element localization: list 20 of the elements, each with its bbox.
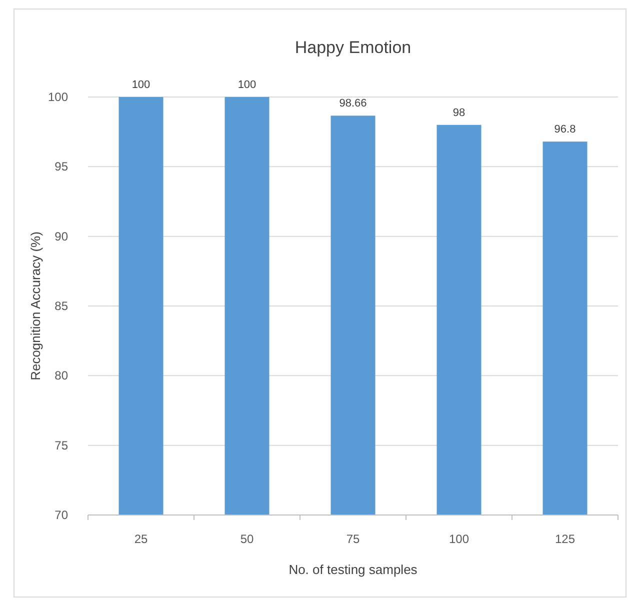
x-tick-label: 125 [554, 532, 576, 546]
chart-title: Happy Emotion [294, 38, 412, 57]
y-tick-label: 85 [54, 299, 68, 313]
y-tick-label: 80 [54, 368, 68, 383]
y-tick-label: 95 [54, 160, 68, 174]
x-tick-label: 25 [134, 532, 148, 546]
data-label: 98 [452, 106, 466, 119]
x-tick-label: 75 [346, 532, 360, 546]
x-tick-label: 100 [448, 532, 470, 546]
y-axis-title: Recognition Accuracy (%) [28, 232, 43, 380]
y-tick-label: 70 [54, 508, 68, 522]
data-label: 100 [238, 79, 256, 91]
data-label: 100 [132, 79, 150, 91]
y-tick-label: 75 [54, 438, 68, 452]
data-label: 96.8 [554, 124, 576, 136]
x-axis-title: No. of testing samples [288, 562, 418, 577]
y-tick-label: 100 [48, 90, 68, 104]
data-label: 98.66 [339, 98, 367, 110]
x-tick-label: 50 [240, 532, 254, 546]
y-tick-label: 90 [54, 229, 68, 244]
